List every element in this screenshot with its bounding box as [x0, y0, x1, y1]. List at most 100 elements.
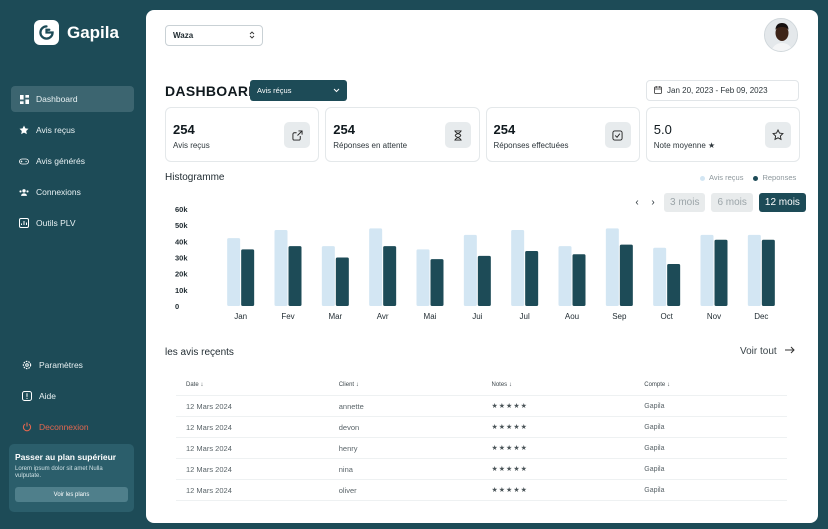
brand-logo[interactable]: Gapila	[34, 20, 119, 45]
cell-notes: ★★★★★	[491, 424, 528, 431]
sidebar-item-parametres[interactable]: Paramètres	[11, 352, 134, 378]
upgrade-title: Passer au plan supérieur	[15, 452, 117, 462]
bar-avis-recus[interactable]	[227, 238, 241, 306]
sidebar-item-label: Dashboard	[36, 94, 78, 104]
view-plans-button[interactable]: Voir les plans	[15, 487, 128, 502]
column-header-notes[interactable]: Notes ↓	[482, 382, 635, 388]
bar-reponses[interactable]	[619, 244, 633, 306]
gapila-logo-icon	[34, 20, 59, 45]
x-tick-label: Aou	[565, 312, 579, 321]
legend-label: Avis reçus	[709, 173, 744, 182]
bar-reponses[interactable]	[714, 239, 728, 306]
cell-notes: ★★★★★	[491, 445, 528, 452]
bar-avis-recus[interactable]	[700, 234, 714, 306]
sidebar-item-connexions[interactable]: Connexions	[11, 179, 134, 205]
table-row[interactable]: 12 Mars 2024 henry ★★★★★ Gapila	[176, 438, 787, 459]
star-outline-icon	[765, 122, 791, 148]
table-row[interactable]: 12 Mars 2024 nina ★★★★★ Gapila	[176, 459, 787, 480]
stat-value: 254	[493, 122, 516, 137]
bar-avis-recus[interactable]	[321, 246, 335, 306]
bar-reponses[interactable]	[525, 251, 539, 306]
sidebar-item-outils-plv[interactable]: Outils PLV	[11, 210, 134, 236]
sidebar-bottom-nav: Paramètres Aide Deconnexion	[11, 352, 134, 445]
bar-reponses[interactable]	[572, 254, 586, 306]
recent-reviews-title: les avis reçents	[165, 347, 234, 358]
x-tick-label: Jan	[234, 312, 247, 321]
user-avatar[interactable]	[764, 18, 798, 52]
bar-reponses[interactable]	[383, 246, 397, 306]
chevron-left-icon[interactable]: ‹	[635, 197, 639, 208]
bar-avis-recus[interactable]	[747, 234, 761, 306]
y-tick-label: 50k	[175, 221, 188, 230]
column-header-compte[interactable]: Compte ↓	[634, 382, 787, 388]
bar-reponses[interactable]	[430, 259, 444, 306]
x-tick-label: Jui	[472, 312, 482, 321]
stat-card-reponses-effectuees: 254 Réponses effectuées	[485, 107, 640, 162]
sidebar-item-label: Deconnexion	[39, 422, 89, 432]
period-button-3-mois[interactable]: 3 mois	[664, 193, 706, 212]
table-row[interactable]: 12 Mars 2024 devon ★★★★★ Gapila	[176, 417, 787, 438]
column-header-date[interactable]: Date ↓	[176, 382, 329, 388]
y-tick-label: 60k	[175, 205, 188, 214]
date-range-picker[interactable]: Jan 20, 2023 - Feb 09, 2023	[646, 80, 799, 101]
x-tick-label: Avr	[377, 312, 389, 321]
bar-reponses[interactable]	[335, 257, 349, 307]
bar-avis-recus[interactable]	[653, 247, 667, 306]
sidebar: Gapila Dashboard Avis reçus Avis générés…	[0, 0, 146, 529]
period-controls: ‹ › 3 mois 6 mois 12 mois	[632, 193, 806, 212]
cell-date: 12 Mars 2024	[186, 401, 232, 411]
sidebar-item-deconnexion[interactable]: Deconnexion	[11, 414, 134, 440]
bar-avis-recus[interactable]	[369, 228, 383, 306]
legend-item-avis: Avis reçus	[700, 173, 743, 182]
column-header-client[interactable]: Client ↓	[329, 382, 482, 388]
hourglass-icon	[444, 122, 471, 148]
chart-icon	[19, 218, 29, 228]
sidebar-nav: Dashboard Avis reçus Avis générés Connex…	[11, 86, 134, 241]
grid-icon	[19, 94, 29, 104]
table-header: Date ↓ Client ↓ Notes ↓ Compte ↓	[176, 374, 787, 396]
chevron-down-icon	[333, 86, 340, 95]
bar-avis-recus[interactable]	[558, 246, 572, 306]
chart-legend: Avis reçus Reponses	[700, 173, 796, 182]
check-square-icon	[604, 122, 631, 148]
sidebar-item-avis-generes[interactable]: Avis générés	[11, 148, 134, 174]
calendar-icon	[654, 85, 662, 96]
bar-reponses[interactable]	[241, 249, 255, 306]
cell-compte: Gapila	[644, 486, 665, 494]
bar-avis-recus[interactable]	[274, 230, 288, 306]
table-row[interactable]: 12 Mars 2024 oliver ★★★★★ Gapila	[176, 480, 787, 501]
bar-reponses[interactable]	[761, 239, 775, 306]
store-select[interactable]: Waza	[165, 25, 263, 46]
column-label: Notes	[491, 381, 508, 388]
y-tick-label: 10k	[175, 286, 188, 295]
bar-avis-recus[interactable]	[416, 249, 430, 306]
review-type-select[interactable]: Avis réçus	[250, 80, 347, 101]
column-label: Client	[338, 381, 355, 388]
chevron-right-icon[interactable]: ›	[651, 197, 655, 208]
bar-reponses[interactable]	[667, 263, 681, 306]
see-all-link[interactable]: Voir tout	[740, 346, 795, 357]
x-tick-label: Mai	[424, 312, 437, 321]
sidebar-item-label: Paramètres	[39, 360, 83, 370]
legend-label: Reponses	[762, 173, 797, 182]
gamepad-icon	[19, 156, 29, 166]
sort-arrow-icon: ↓	[355, 381, 359, 388]
sidebar-item-avis-recus[interactable]: Avis reçus	[11, 117, 134, 143]
sidebar-item-aide[interactable]: Aide	[11, 383, 134, 409]
period-button-12-mois[interactable]: 12 mois	[758, 193, 806, 212]
bar-avis-recus[interactable]	[605, 228, 619, 306]
column-label: Compte	[644, 381, 666, 388]
bar-avis-recus[interactable]	[511, 230, 525, 306]
period-button-6-mois[interactable]: 6 mois	[711, 193, 753, 212]
page-title: DASHBOARD	[165, 83, 259, 99]
column-label: Date	[186, 381, 199, 388]
stat-label: Réponses effectuées	[493, 141, 569, 150]
bar-reponses[interactable]	[288, 246, 302, 306]
sidebar-item-dashboard[interactable]: Dashboard	[11, 86, 134, 112]
sort-arrow-icon: ↓	[508, 381, 512, 388]
table-row[interactable]: 12 Mars 2024 annette ★★★★★ Gapila	[176, 396, 787, 417]
users-icon	[19, 187, 29, 197]
x-tick-label: Sep	[612, 312, 627, 321]
bar-reponses[interactable]	[477, 255, 491, 306]
bar-avis-recus[interactable]	[463, 234, 477, 306]
